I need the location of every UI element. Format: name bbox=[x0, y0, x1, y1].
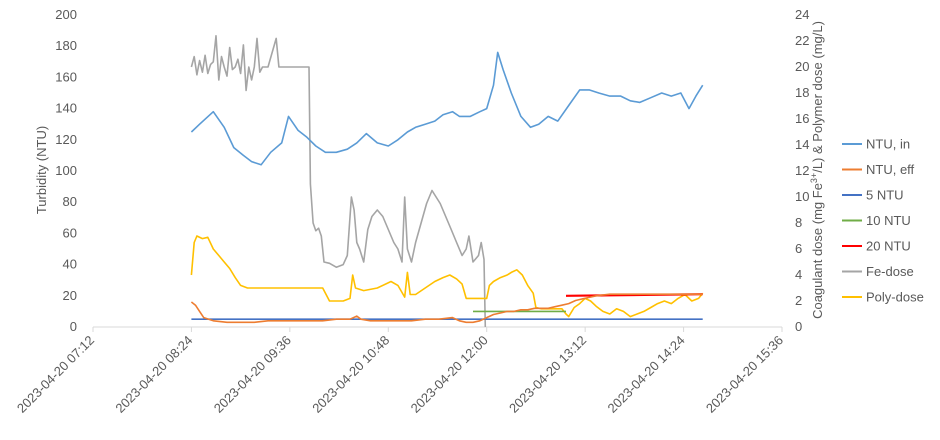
y-left-tick-label: 80 bbox=[63, 194, 77, 209]
legend: NTU, in NTU, eff 5 NTU 10 NTU 20 NTU Fe-dose P… bbox=[842, 137, 924, 305]
x-tick-label: 2023-04-20 10:48 bbox=[309, 333, 392, 416]
y-right-tick-label: 14 bbox=[795, 137, 809, 152]
y-left-tick-label: 40 bbox=[63, 257, 77, 272]
x-tick-label: 2023-04-20 14:24 bbox=[604, 333, 687, 416]
y-left-tick-label: 160 bbox=[55, 69, 77, 84]
y-left-tick-label: 180 bbox=[55, 38, 77, 53]
y-right-tick-label: 16 bbox=[795, 111, 809, 126]
y-left-tick-label: 200 bbox=[55, 7, 77, 22]
y-right-tick-label: 12 bbox=[795, 163, 809, 178]
y-right-tick-label: 22 bbox=[795, 33, 809, 48]
legend-label-fe-dose: Fe-dose bbox=[866, 264, 914, 279]
y-axis-label-left: Turbidity (NTU) bbox=[34, 126, 49, 214]
legend-label-ntu-eff: NTU, eff bbox=[866, 162, 915, 177]
legend-label-10-ntu: 10 NTU bbox=[866, 213, 911, 228]
legend-label-20-ntu: 20 NTU bbox=[866, 239, 911, 254]
x-tick-label: 2023-04-20 15:36 bbox=[703, 333, 786, 416]
legend-label-5-ntu: 5 NTU bbox=[866, 188, 904, 203]
series-line-ntu-eff bbox=[190, 293, 703, 324]
legend-label-poly-dose: Poly-dose bbox=[866, 290, 924, 305]
y-right-tick-label: 6 bbox=[795, 241, 802, 256]
y-left-tick-label: 0 bbox=[70, 319, 77, 334]
series-line-poly-dose bbox=[190, 235, 704, 318]
y-left-tick-label: 140 bbox=[55, 101, 77, 116]
legend-label-ntu-in: NTU, in bbox=[866, 137, 910, 152]
series-line-ntu-in bbox=[190, 51, 704, 166]
y-left-tick-label: 60 bbox=[63, 225, 77, 240]
plot-area bbox=[190, 35, 704, 328]
y-left-tick-label: 100 bbox=[55, 163, 77, 178]
x-tick-label: 2023-04-20 09:36 bbox=[211, 333, 294, 416]
y-right-tick-label: 24 bbox=[795, 7, 809, 22]
y-right-tick-label: 18 bbox=[795, 85, 809, 100]
y-right-tick-label: 4 bbox=[795, 267, 802, 282]
axes: 0204060801001201401601802000246810121416… bbox=[14, 7, 810, 416]
y-left-tick-label: 120 bbox=[55, 132, 77, 147]
x-tick-label: 2023-04-20 07:12 bbox=[14, 333, 97, 416]
y-right-tick-label: 20 bbox=[795, 59, 809, 74]
y-right-tick-label: 8 bbox=[795, 215, 802, 230]
y-right-tick-label: 10 bbox=[795, 189, 809, 204]
y-right-tick-label: 0 bbox=[795, 319, 802, 334]
y-right-tick-label: 2 bbox=[795, 293, 802, 308]
x-tick-label: 2023-04-20 12:00 bbox=[408, 333, 491, 416]
y-axis-label-right: Coagulant dose (mg Fe3+/L) & Polymer dos… bbox=[809, 21, 825, 319]
y-left-tick-label: 20 bbox=[63, 288, 77, 303]
x-tick-label: 2023-04-20 13:12 bbox=[506, 333, 589, 416]
x-tick-label: 2023-04-20 08:24 bbox=[112, 333, 195, 416]
series-line-fe-dose bbox=[190, 35, 487, 328]
